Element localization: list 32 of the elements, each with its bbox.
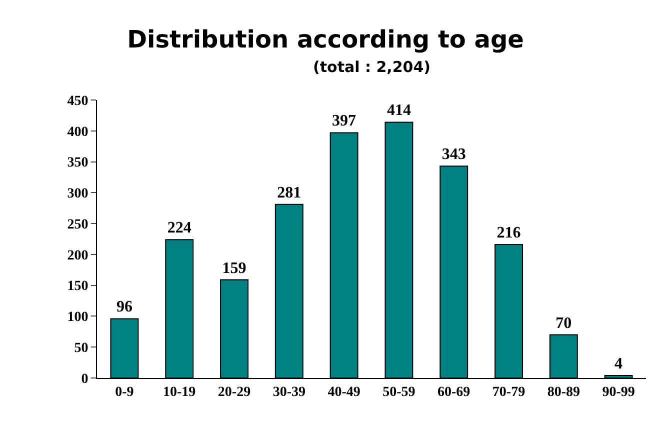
y-tick-label: 100 <box>67 310 88 326</box>
y-tick-label: 250 <box>67 217 88 232</box>
data-label: 70 <box>556 314 572 332</box>
data-label: 343 <box>442 146 466 164</box>
x-tick-label: 50-59 <box>382 384 416 400</box>
data-label: 224 <box>167 220 192 237</box>
y-tick-label: 0 <box>81 372 88 387</box>
y-tick-label: 350 <box>67 156 88 171</box>
x-tick-label: 0-9 <box>115 384 134 400</box>
y-tick-label: 50 <box>74 341 88 356</box>
data-label: 397 <box>332 112 356 130</box>
x-tick-label: 90-99 <box>602 384 635 400</box>
chart-title: Distribution according to age <box>127 25 524 54</box>
x-tick-label: 70-79 <box>492 384 526 400</box>
y-tick-label: 400 <box>67 124 88 140</box>
x-tick-label: 80-89 <box>547 384 580 400</box>
chart-subtitle: (total : 2,204) <box>313 58 431 76</box>
x-tick-label: 10-19 <box>163 384 196 400</box>
data-label: 414 <box>386 102 411 120</box>
data-label: 4 <box>614 356 623 373</box>
data-label: 216 <box>496 224 521 242</box>
x-tick-label: 60-69 <box>438 384 470 400</box>
data-label: 281 <box>277 184 302 202</box>
x-tick-label: 20-29 <box>218 384 251 400</box>
data-label: 96 <box>116 298 132 316</box>
x-tick-label: 40-49 <box>328 384 360 400</box>
y-tick-label: 150 <box>67 279 88 294</box>
y-tick-label: 300 <box>67 186 88 202</box>
y-tick-label: 450 <box>67 94 88 109</box>
x-tick-label: 30-39 <box>272 384 306 400</box>
data-label: 159 <box>222 260 246 277</box>
y-tick-label: 200 <box>67 248 88 264</box>
